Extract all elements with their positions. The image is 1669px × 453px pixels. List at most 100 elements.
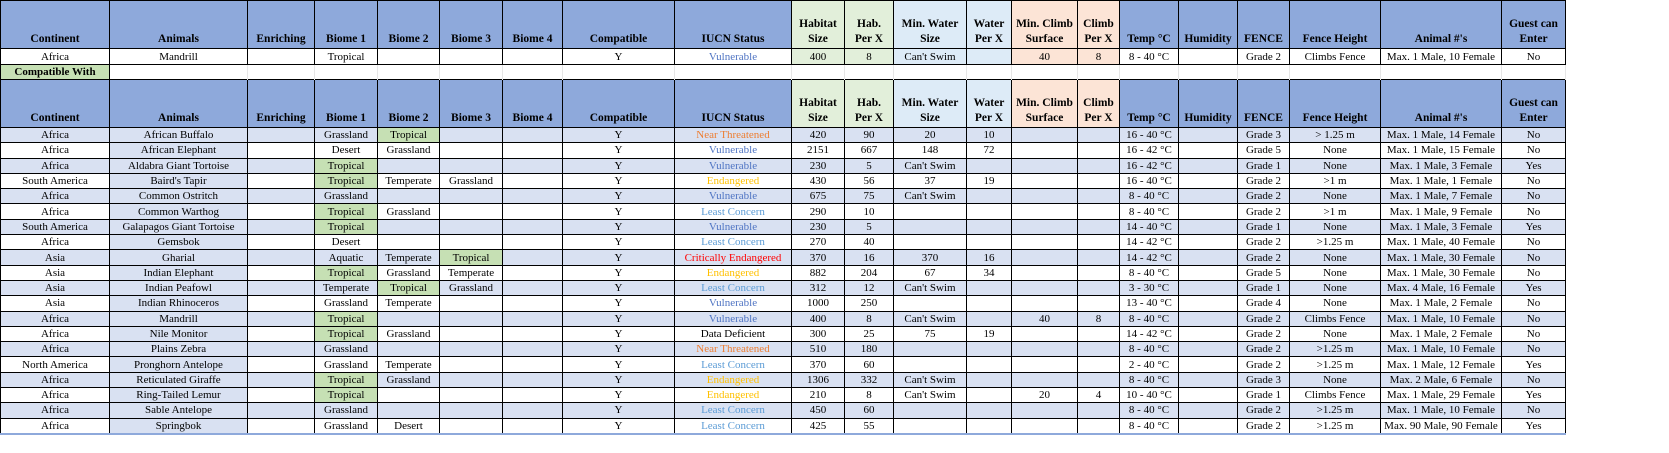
cell-biome-2[interactable] — [377, 341, 440, 358]
cell-biome-3[interactable] — [439, 142, 503, 159]
cell-habitat-size[interactable]: 370 — [791, 356, 845, 373]
cell-animal-counts[interactable]: Max. 1 Male, 3 Female — [1380, 218, 1502, 236]
cell-habitat-size[interactable]: 400 — [791, 310, 845, 327]
cell-animal[interactable]: Mandrill — [109, 310, 248, 327]
cell-continent[interactable]: Africa — [0, 387, 110, 404]
cell-biome-4[interactable] — [502, 295, 563, 312]
cell-animal-counts[interactable]: Max. 4 Male, 16 Female — [1380, 279, 1502, 297]
cell-animal[interactable]: Reticulated Giraffe — [109, 371, 248, 389]
cell-compatible[interactable]: Y — [562, 249, 675, 266]
cell-fence-height[interactable]: None — [1289, 157, 1381, 174]
cell-min-water-size[interactable] — [893, 218, 967, 236]
cell-water-per-x[interactable] — [966, 402, 1012, 419]
cell-climb-per-x[interactable]: 8 — [1077, 310, 1120, 327]
cell-biome-3[interactable] — [439, 417, 503, 435]
cell-fence-height[interactable]: None — [1289, 295, 1381, 312]
cell-temp[interactable]: 2 - 40 °C — [1119, 356, 1179, 373]
cell-fence-height[interactable]: >1 m — [1289, 172, 1381, 190]
cell-biome-1[interactable]: Grassland — [314, 126, 378, 144]
cell-biome-4[interactable] — [502, 188, 563, 205]
cell-temp[interactable]: 8 - 40 °C — [1119, 188, 1179, 205]
cell-animal-counts[interactable]: Max. 1 Male, 10 Female — [1380, 402, 1502, 419]
cell-iucn-status[interactable]: Vulnerable — [674, 310, 792, 327]
cell-fence-height[interactable]: None — [1289, 218, 1381, 236]
cell-min-climb-surface[interactable] — [1011, 188, 1078, 205]
cell-iucn-status[interactable]: Least Concern — [674, 402, 792, 419]
cell-iucn-status[interactable]: Vulnerable — [674, 48, 792, 65]
cell-biome-4[interactable] — [502, 126, 563, 144]
cell-temp[interactable]: 3 - 30 °C — [1119, 279, 1179, 297]
cell-compatible[interactable]: Y — [562, 356, 675, 373]
cell-biome-1[interactable]: Tropical — [314, 218, 378, 236]
cell-iucn-status[interactable]: Least Concern — [674, 417, 792, 435]
cell-fence-height[interactable]: Climbs Fence — [1289, 310, 1381, 327]
cell-min-climb-surface[interactable] — [1011, 234, 1078, 251]
cell-fence-height[interactable]: None — [1289, 279, 1381, 297]
cell-min-climb-surface[interactable] — [1011, 203, 1078, 220]
cell-min-water-size[interactable]: 37 — [893, 172, 967, 190]
cell-temp[interactable]: 8 - 40 °C — [1119, 402, 1179, 419]
cell-biome-4[interactable] — [502, 48, 563, 65]
cell-animal[interactable]: Nile Monitor — [109, 325, 248, 343]
header-iucn-status[interactable]: IUCN Status — [674, 0, 792, 49]
cell-enriching[interactable] — [247, 310, 315, 327]
cell-fence-height[interactable]: >1.25 m — [1289, 234, 1381, 251]
cell-guest-can-enter[interactable]: No — [1501, 341, 1566, 358]
cell-biome-1[interactable]: Grassland — [314, 295, 378, 312]
cell-fence-height[interactable]: None — [1289, 371, 1381, 389]
cell-biome-3[interactable] — [439, 341, 503, 358]
cell-hab-per-x[interactable]: 12 — [844, 279, 894, 297]
cell-iucn-status[interactable]: Vulnerable — [674, 142, 792, 159]
cell-fence-height[interactable]: None — [1289, 142, 1381, 159]
cell-climb-per-x[interactable] — [1077, 264, 1120, 281]
cell-biome-3[interactable] — [439, 188, 503, 205]
cell-min-climb-surface[interactable] — [1011, 126, 1078, 144]
cell-min-water-size[interactable]: Can't Swim — [893, 310, 967, 327]
cell-animal[interactable]: Indian Rhinoceros — [109, 295, 248, 312]
cell-min-water-size[interactable] — [893, 203, 967, 220]
cell-humidity[interactable] — [1178, 249, 1238, 266]
cell-biome-4[interactable] — [502, 203, 563, 220]
cell-climb-per-x[interactable] — [1077, 341, 1120, 358]
cell-humidity[interactable] — [1178, 188, 1238, 205]
cell-climb-per-x[interactable]: 4 — [1077, 387, 1120, 404]
cell-habitat-size[interactable]: 290 — [791, 203, 845, 220]
cell-humidity[interactable] — [1178, 417, 1238, 435]
cell-fence[interactable]: Grade 1 — [1237, 218, 1290, 236]
header-hab-per-x[interactable]: Hab. Per X — [844, 0, 894, 49]
cell-fence[interactable]: Grade 1 — [1237, 157, 1290, 174]
cell-continent[interactable]: Africa — [0, 341, 110, 358]
cell-animal[interactable]: Sable Antelope — [109, 402, 248, 419]
cell-biome-3[interactable] — [439, 325, 503, 343]
cell-water-per-x[interactable] — [966, 218, 1012, 236]
cell-continent[interactable]: Asia — [0, 264, 110, 281]
cell-enriching[interactable] — [247, 48, 315, 65]
cell-habitat-size[interactable]: 230 — [791, 218, 845, 236]
cell-water-per-x[interactable] — [966, 417, 1012, 435]
cell-climb-per-x[interactable] — [1077, 249, 1120, 266]
cell-climb-per-x[interactable] — [1077, 371, 1120, 389]
cell-compatible[interactable]: Y — [562, 142, 675, 159]
cell-humidity[interactable] — [1178, 310, 1238, 327]
cell-continent[interactable]: Africa — [0, 417, 110, 435]
cell-continent[interactable]: Asia — [0, 279, 110, 297]
cell-biome-3[interactable] — [439, 203, 503, 220]
cell-compatible[interactable]: Y — [562, 157, 675, 174]
cell-fence[interactable]: Grade 2 — [1237, 325, 1290, 343]
header-animal[interactable]: Animals — [109, 0, 248, 49]
cell-fence[interactable]: Grade 5 — [1237, 142, 1290, 159]
cell-water-per-x[interactable] — [966, 279, 1012, 297]
cell-enriching[interactable] — [247, 295, 315, 312]
cell-temp[interactable]: 8 - 40 °C — [1119, 417, 1179, 435]
cell-continent[interactable]: Africa — [0, 402, 110, 419]
cell-humidity[interactable] — [1178, 295, 1238, 312]
cell-fence[interactable]: Grade 2 — [1237, 402, 1290, 419]
cell-continent[interactable]: Africa — [0, 188, 110, 205]
cell-guest-can-enter[interactable]: No — [1501, 371, 1566, 389]
cell-biome-4[interactable] — [502, 387, 563, 404]
cell-guest-can-enter[interactable]: Yes — [1501, 356, 1566, 373]
cell-iucn-status[interactable]: Near Threatened — [674, 341, 792, 358]
cell-water-per-x[interactable] — [966, 234, 1012, 251]
cell-climb-per-x[interactable] — [1077, 325, 1120, 343]
cell-humidity[interactable] — [1178, 356, 1238, 373]
